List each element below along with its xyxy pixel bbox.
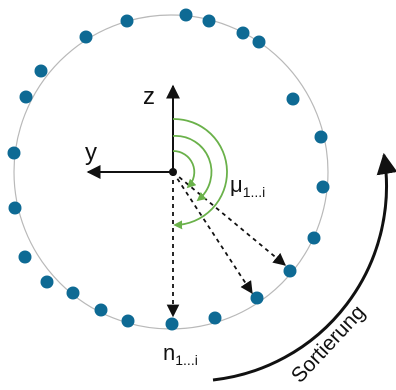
sample-point (40, 275, 54, 289)
normal-label: n1...i (163, 340, 198, 368)
sample-point (66, 286, 80, 300)
angle-label: μ1...i (230, 172, 265, 200)
sort-direction-arrow (212, 152, 396, 382)
z-axis-label: z (143, 83, 155, 110)
sample-point (34, 64, 48, 78)
sample-point (18, 250, 32, 264)
y-axis-label: y (85, 139, 97, 166)
origin-point (169, 168, 177, 176)
sample-point (307, 231, 321, 245)
sample-point (121, 314, 135, 328)
sample-point (286, 92, 300, 106)
sample-points (7, 8, 330, 331)
sort-label: Sortierung (287, 301, 370, 388)
angle-arc-2 (172, 135, 213, 202)
angle-subscript: 1...i (243, 184, 266, 200)
angle-arc-3 (172, 118, 228, 230)
normal-subscript: 1...i (175, 352, 198, 368)
sample-point (283, 264, 297, 278)
sample-point (7, 146, 21, 160)
sample-point (165, 317, 179, 331)
sample-point (314, 130, 328, 144)
sample-point (179, 8, 193, 22)
sample-point (250, 291, 264, 305)
sample-point (120, 14, 134, 28)
angle-symbol: μ (230, 172, 243, 197)
sample-point (252, 35, 266, 49)
sample-point (79, 30, 93, 44)
normal-vector-2 (172, 171, 253, 295)
sample-point (8, 201, 22, 215)
angle-arc-1 (172, 150, 197, 189)
sample-point (208, 311, 222, 325)
sample-point (202, 14, 216, 28)
sample-point (316, 180, 330, 194)
sample-point (236, 26, 250, 40)
sample-point (19, 90, 33, 104)
sample-point (94, 303, 108, 317)
normal-symbol: n (163, 340, 175, 365)
